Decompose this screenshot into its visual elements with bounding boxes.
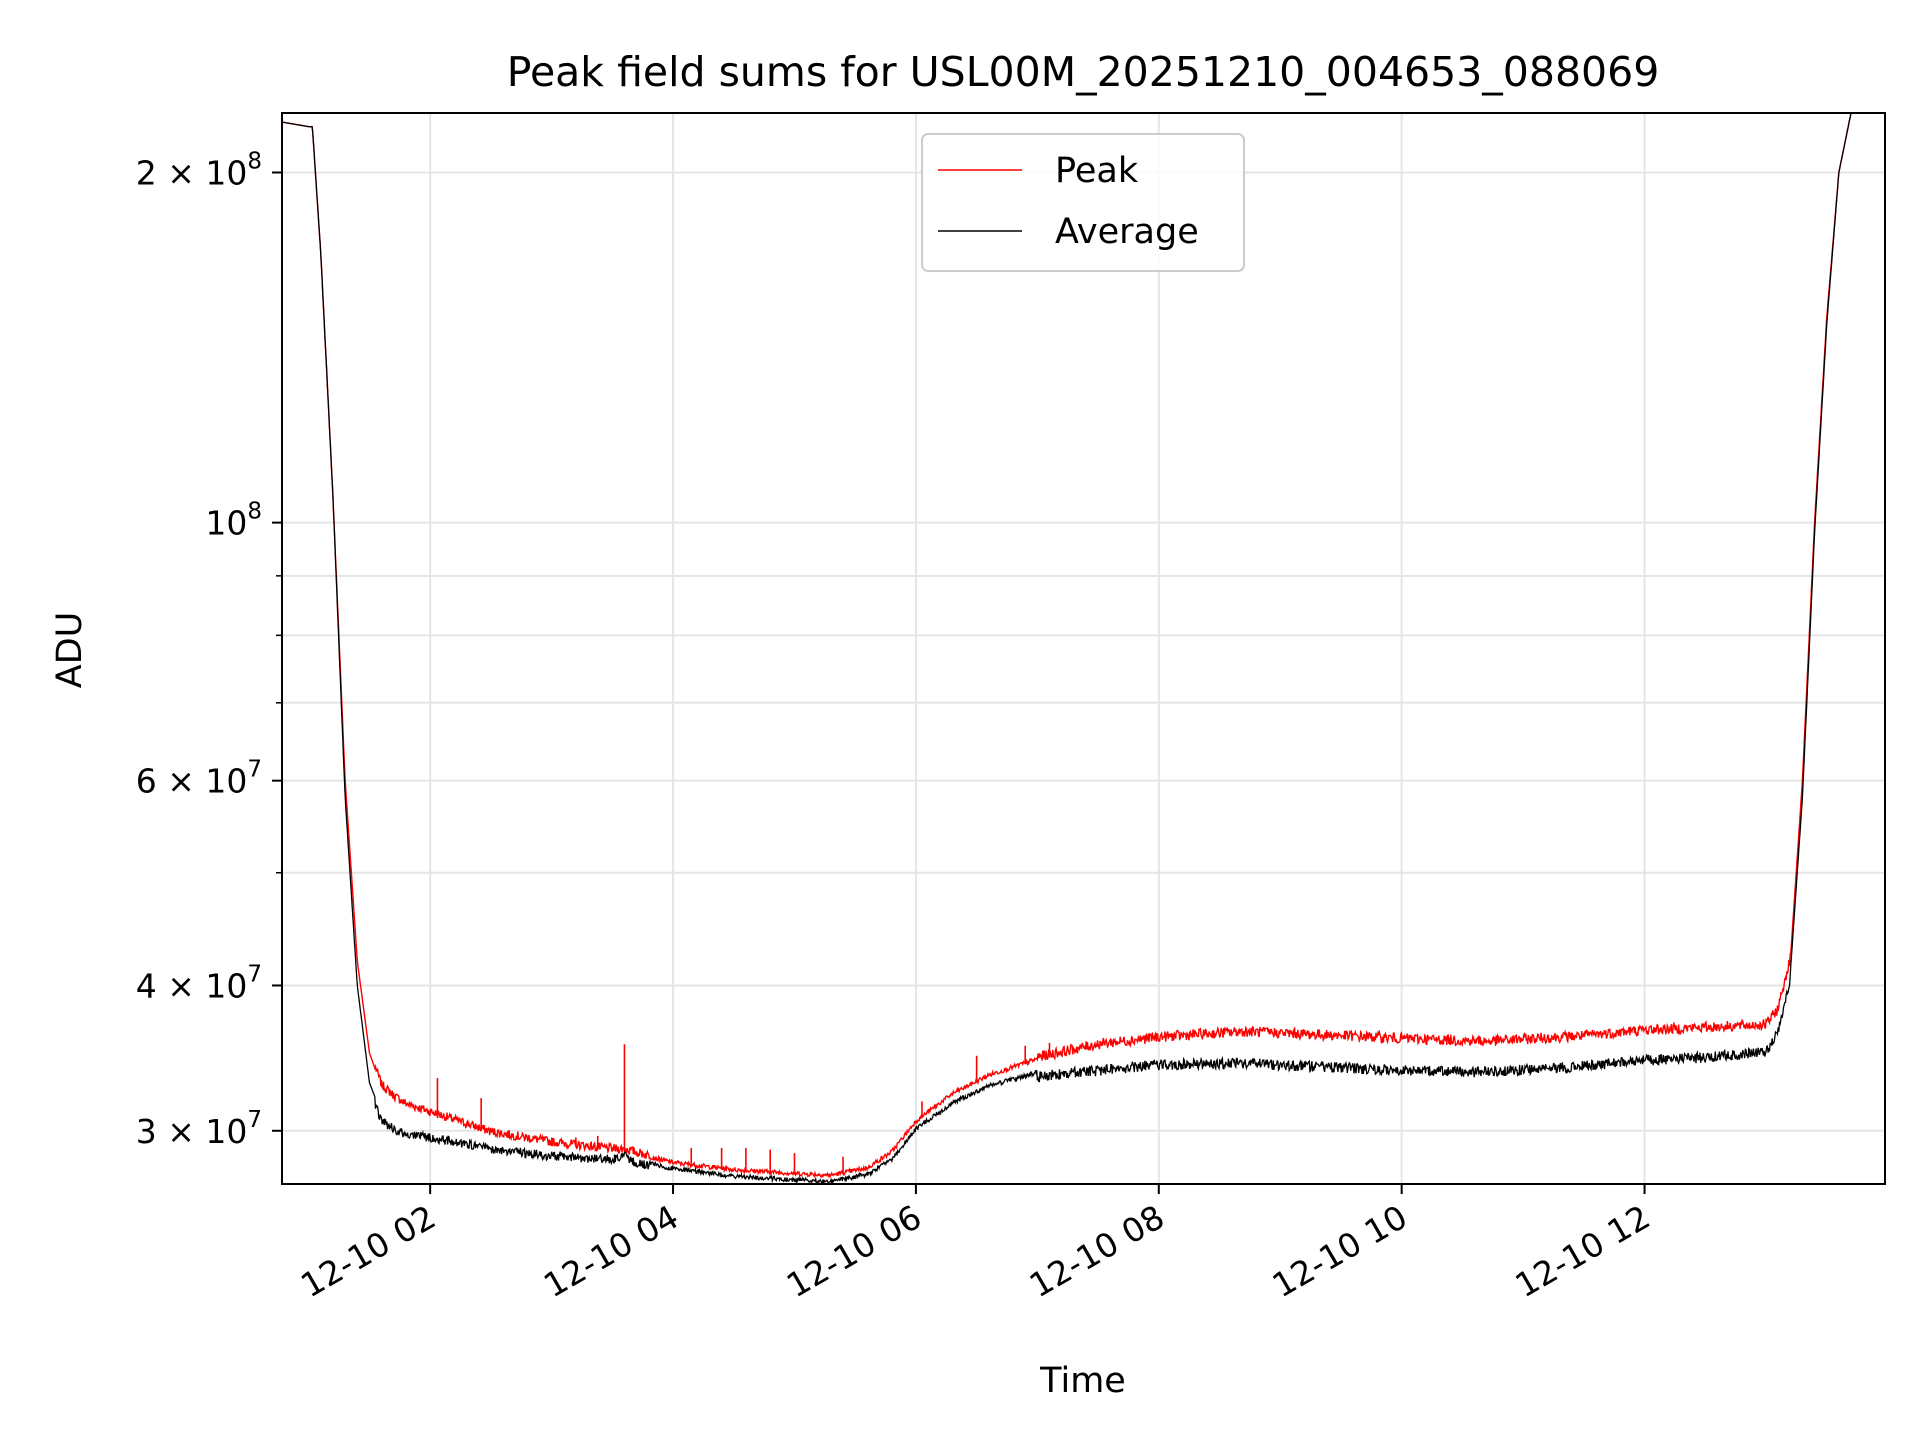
y-tick-base: 6 × 10 <box>136 762 248 801</box>
series-layer <box>281 112 1885 1185</box>
y-axis-label: ADU <box>50 612 90 689</box>
y-tick-exponent: 7 <box>247 961 262 987</box>
legend-box <box>921 133 1245 272</box>
y-tick-label: 108 <box>205 499 262 543</box>
legend: Peak Average <box>921 133 1245 272</box>
plot-frame <box>281 112 1886 1185</box>
y-tick-label: 2 × 108 <box>136 148 262 192</box>
legend-label-average: Average <box>1055 212 1199 252</box>
y-tick-base: 2 × 10 <box>136 153 248 192</box>
y-tick-label: 3 × 107 <box>136 1107 262 1151</box>
y-tick-base: 4 × 10 <box>136 966 248 1005</box>
y-tick-exponent: 7 <box>247 757 262 783</box>
legend-label-peak: Peak <box>1055 151 1139 191</box>
chart-title: Peak field sums for USL00M_20251210_0046… <box>507 48 1660 96</box>
x-axis-label: Time <box>1039 1361 1126 1401</box>
y-tick-label: 6 × 107 <box>136 757 262 801</box>
y-tick-base: 10 <box>205 504 247 543</box>
y-tick-exponent: 7 <box>247 1107 262 1133</box>
y-tick-base: 3 × 10 <box>136 1112 248 1151</box>
series-line-peak <box>281 112 1885 1179</box>
y-tick-exponent: 8 <box>247 499 262 525</box>
series-line-average <box>281 112 1885 1185</box>
y-tick-exponent: 8 <box>247 148 262 174</box>
y-tick-label: 4 × 107 <box>136 961 262 1005</box>
